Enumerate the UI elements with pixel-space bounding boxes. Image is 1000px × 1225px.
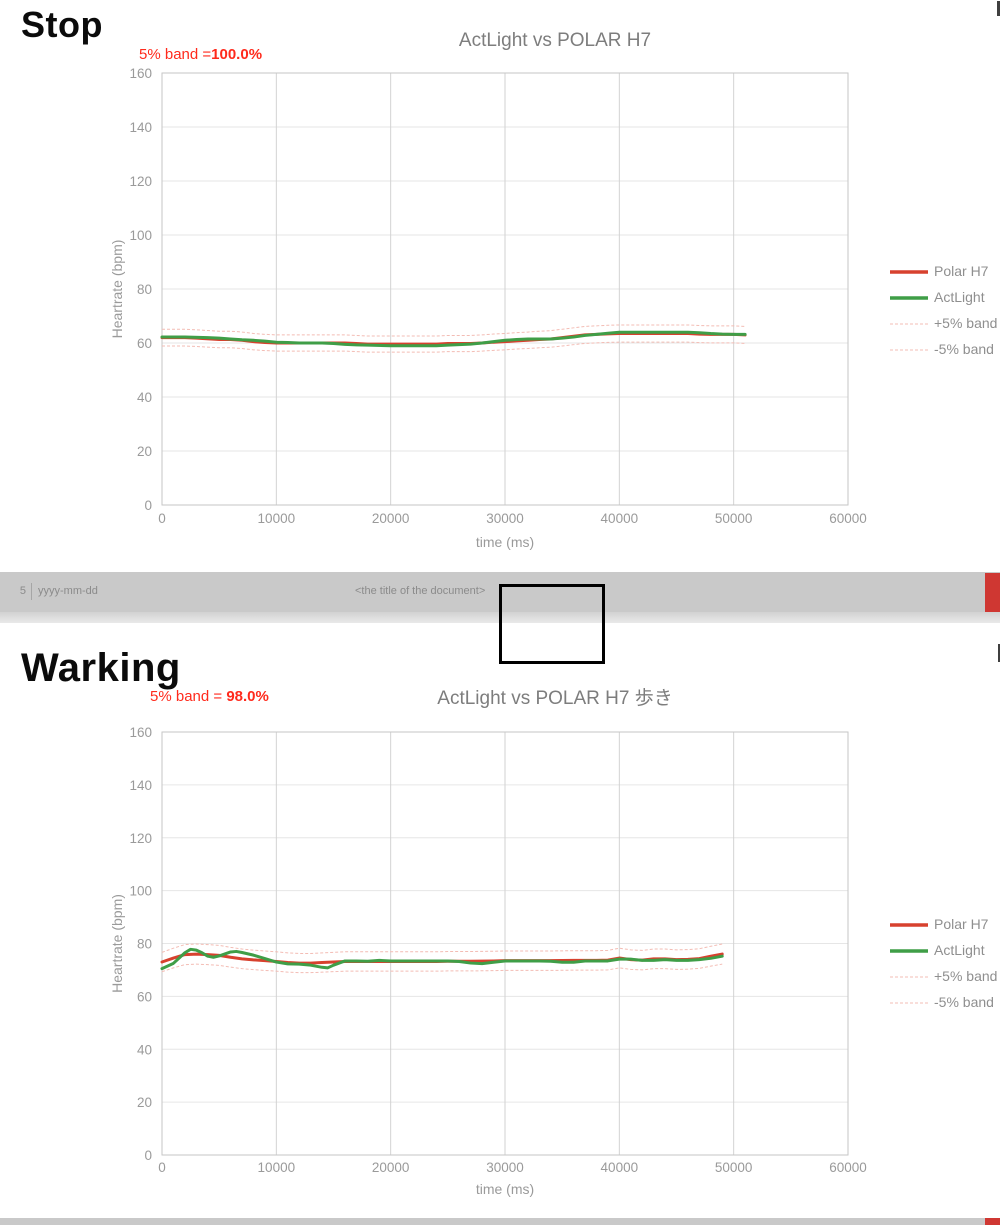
x-tick-label: 10000 <box>258 1160 296 1175</box>
x-axis-title: time (ms) <box>476 1181 534 1197</box>
x-tick-label: 30000 <box>486 1160 524 1175</box>
legend-label: -5% band <box>934 341 994 357</box>
band-annotation-1-value: 100.0% <box>211 46 263 63</box>
y-tick-label: 100 <box>129 884 152 899</box>
y-tick-label: 160 <box>129 66 152 81</box>
next-slide-footer-bar <box>0 1218 1000 1225</box>
band-annotation-1: 5% band =100.0% <box>139 46 262 63</box>
plus-band-line <box>161 943 723 954</box>
legend-label: Polar H7 <box>934 263 989 279</box>
y-tick-label: 0 <box>144 1148 152 1163</box>
legend-label: ActLight <box>934 289 985 305</box>
band-annotation-2: 5% band = 98.0% <box>150 688 269 705</box>
footer-document-title: <the title of the document> <box>355 585 486 597</box>
x-tick-label: 10000 <box>258 511 296 526</box>
x-axis-title: time (ms) <box>476 534 534 550</box>
y-tick-label: 40 <box>137 1042 152 1057</box>
y-tick-label: 100 <box>129 228 152 243</box>
legend-label: +5% band <box>934 315 997 331</box>
legend-label: ActLight <box>934 942 985 958</box>
x-tick-label: 0 <box>158 511 166 526</box>
x-tick-label: 40000 <box>601 1160 639 1175</box>
x-tick-label: 20000 <box>372 511 410 526</box>
slide1-title: Stop <box>21 4 103 45</box>
x-tick-label: 60000 <box>829 1160 867 1175</box>
x-tick-label: 0 <box>158 1160 166 1175</box>
actlight-line <box>160 947 724 971</box>
x-tick-label: 60000 <box>829 511 867 526</box>
y-tick-label: 140 <box>129 120 152 135</box>
x-tick-label: 50000 <box>715 511 753 526</box>
y-tick-label: 140 <box>129 778 152 793</box>
slide2-title: Warking <box>21 646 181 690</box>
chart2-title: ActLight vs POLAR H7 歩き <box>437 688 673 709</box>
x-tick-label: 30000 <box>486 511 524 526</box>
y-tick-label: 120 <box>129 831 152 846</box>
y-tick-label: 60 <box>137 336 152 351</box>
y-tick-label: 20 <box>137 1095 152 1110</box>
footer-page-number: 5 <box>19 585 26 597</box>
chart1-plot: 0 20 40 60 80 100 120 140 160 0 10000 20000 30000 400… <box>109 66 997 550</box>
x-tick-label: 50000 <box>715 1160 753 1175</box>
x-tick-label: 40000 <box>601 511 639 526</box>
footer-date: yyyy-mm-dd <box>38 585 98 597</box>
legend-label: +5% band <box>934 968 997 984</box>
y-tick-label: 60 <box>137 989 152 1004</box>
y-axis-title: Heartrate (bpm) <box>109 894 125 993</box>
y-tick-label: 160 <box>129 725 152 740</box>
y-tick-label: 20 <box>137 444 152 459</box>
legend-label: Polar H7 <box>934 916 989 932</box>
minus-band-line <box>161 963 723 974</box>
y-tick-label: 80 <box>137 282 152 297</box>
plot-border <box>161 731 849 1156</box>
selection-rectangle[interactable] <box>499 584 605 664</box>
band-annotation-2-prefix: 5% band = <box>150 688 227 705</box>
chart1-title: ActLight vs POLAR H7 <box>458 30 652 51</box>
y-tick-label: 120 <box>129 174 152 189</box>
y-tick-label: 80 <box>137 937 152 952</box>
footer-red-logo-block <box>985 573 1000 612</box>
next-footer-red-logo-block <box>985 1218 1000 1225</box>
plus-band-line <box>162 324 746 337</box>
y-axis-title: Heartrate (bpm) <box>109 240 125 339</box>
cutoff-content-top-right <box>997 1 1000 16</box>
y-tick-label: 40 <box>137 390 152 405</box>
band-annotation-1-prefix: 5% band = <box>139 46 212 63</box>
minus-band-line <box>162 341 746 353</box>
plot-border <box>161 72 849 506</box>
band-annotation-2-value: 98.0% <box>226 688 269 705</box>
x-tick-label: 20000 <box>372 1160 410 1175</box>
actlight-line <box>160 330 747 348</box>
chart2-plot: 0 20 40 60 80 100 120 140 160 0 10000 20000 30000 400… <box>109 725 997 1197</box>
cutoff-content-mid-right <box>998 644 1000 662</box>
footer-divider <box>31 583 32 600</box>
legend-label: -5% band <box>934 994 994 1010</box>
y-tick-label: 0 <box>144 498 152 513</box>
